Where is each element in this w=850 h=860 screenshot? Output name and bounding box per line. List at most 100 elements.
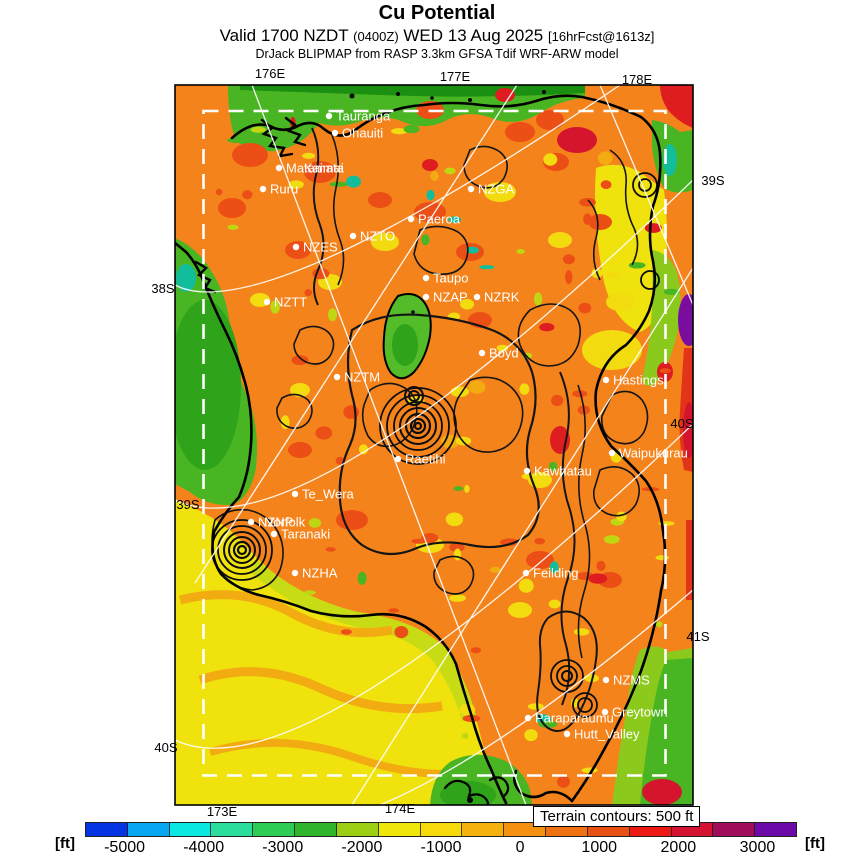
valid-prefix: Valid 1700 NZDT [219,26,349,45]
mottle-patch [391,128,408,135]
station-label: Raetihi [405,452,446,467]
mottle-patch [315,426,333,440]
station-dot [331,129,339,137]
mottle-patch [572,390,588,398]
mottle-patch [460,298,475,310]
mottle-patch [596,560,606,572]
mottle-patch [227,137,244,143]
mottle-patch [461,733,469,739]
mottle-patch [394,626,409,639]
station-label: NZMS [613,673,650,688]
mottle-patch [573,628,590,636]
title-block: Cu Potential Valid 1700 NZDT (0400Z) WED… [0,2,850,61]
mottle-patch [444,167,456,175]
station-dot [473,293,481,301]
mottle-patch [539,323,555,332]
station-dot [270,530,278,538]
mottle-patch [329,181,349,187]
valid-date: WED 13 Aug 2025 [403,26,544,45]
station-dot [523,467,531,475]
station-label: NZES [303,240,338,255]
station-label: NZTO [360,229,395,244]
mottle-patch [466,246,479,254]
mottle-patch [280,415,290,430]
volcano-contour-rings [211,172,660,718]
mottle-patch [291,355,309,365]
station-label: NZTT [274,295,307,310]
mottle-patch [325,547,336,552]
mottle-patch [308,518,322,528]
station-dot [524,714,532,722]
mottle-patch [388,608,400,613]
station-label: Taupo [433,271,468,286]
station-dot [478,349,486,357]
station-label: Hutt_Valley [574,727,640,742]
mottle-patch [516,249,525,254]
mottle-patch [426,189,435,201]
station-dot [247,518,255,526]
station-label: Tauranga [336,109,391,124]
station-label: Norfolk [264,515,306,530]
mottle-patch [543,153,558,166]
station-dot [422,293,430,301]
mottle-patch [448,216,462,223]
mottle-patch [527,703,544,710]
station-label: Ohauiti [342,126,383,141]
axis-label-173e: 173E [207,804,238,819]
mottle-patch [343,405,360,419]
mottle-patch [534,292,543,306]
ruapehu-rings [379,386,457,465]
mottle-patch [357,571,367,585]
mottle-patch [548,461,558,472]
axis-label-38s: 38S [151,281,174,296]
mottle-patch [358,444,369,455]
axis-labels: 176E 177E 178E 173E 174E 38S 39S 40S 39S 40S 41S [151,66,724,819]
mottle-patch [468,380,486,394]
station-dot [601,708,609,716]
station-dot [292,243,300,251]
station-dot [467,185,475,193]
valid-utc: (0400Z) [353,29,399,44]
mottle-patch [489,566,502,573]
sea-regions [175,85,693,805]
page-title: Cu Potential [378,2,496,24]
station-label: NZHA [302,566,338,581]
mottle-patch [250,126,266,133]
axis-label-177e: 177E [440,69,471,84]
mottle-patch [628,262,646,269]
mottle-patch [616,298,635,307]
station-label: Feilding [533,566,579,581]
station-label: Greytown [612,705,668,720]
station-dot [275,164,283,172]
station-dot [325,112,333,120]
mottle-patch [549,561,559,574]
station-dot [407,215,415,223]
mottle-patch [663,288,680,295]
valid-time-line: Valid 1700 NZDT (0400Z) WED 13 Aug 2025 … [0,26,850,46]
station-dot [333,373,341,381]
axis-label-39s: 39S [701,173,724,188]
station-dot [394,455,402,463]
graticule-lines [175,85,693,805]
mottle-patch [518,578,534,593]
mottle-patch [500,538,519,546]
mottle-patch [616,511,627,522]
domain-boundary-dashed [202,109,667,777]
station-label: Kaimai [304,161,344,176]
mottle-patch [303,590,316,595]
station-label: NZRK [484,290,520,305]
map-frame [174,84,694,806]
station-label: Paeroa [418,212,461,227]
mottle-patch [302,152,316,159]
axis-label-39s: 39S [176,497,199,512]
mottle-patch [655,555,669,561]
mottle-patch [578,302,592,314]
mottle-patch [565,270,573,285]
station-label: Paraparaumu [535,711,614,726]
station-dot [602,676,610,684]
axis-label-41s: 41S [686,629,709,644]
axis-label-174e: 174E [385,801,416,816]
station-label: Taranaki [281,527,330,542]
